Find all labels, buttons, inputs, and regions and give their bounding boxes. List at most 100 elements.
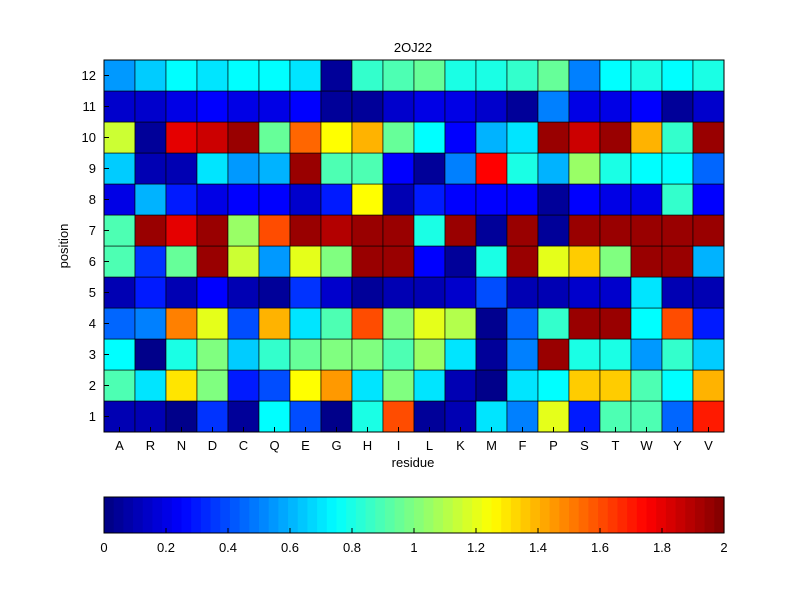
- heatmap-cell: [289, 338, 322, 371]
- heatmap-cell: [289, 214, 322, 247]
- heatmap-cell: [630, 121, 663, 154]
- heatmap-cell: [382, 245, 415, 278]
- x-tick-label: F: [519, 438, 527, 453]
- colorbar-segment: [384, 497, 396, 533]
- heatmap-cell: [661, 59, 694, 92]
- heatmap-cell: [537, 59, 570, 92]
- colorbar-segment: [549, 497, 560, 533]
- heatmap-cell: [382, 152, 415, 185]
- heatmap-cell: [258, 338, 291, 371]
- heatmap-cell: [103, 369, 136, 402]
- heatmap-cell: [134, 59, 167, 92]
- heatmap-cell: [289, 183, 322, 216]
- heatmap-cell: [568, 276, 601, 309]
- heatmap-cell: [413, 307, 446, 340]
- heatmap-cell: [289, 90, 322, 123]
- heatmap-cell: [382, 121, 415, 154]
- heatmap-cell: [196, 245, 229, 278]
- x-tick-label: D: [208, 438, 217, 453]
- heatmap-cell: [103, 183, 136, 216]
- heatmap-cell: [568, 183, 601, 216]
- colorbar-tick-label: 0.4: [219, 540, 237, 555]
- heatmap-cell: [289, 307, 322, 340]
- heatmap-cell: [506, 121, 539, 154]
- heatmap-cell: [661, 276, 694, 309]
- heatmap-cell: [661, 400, 694, 433]
- colorbar-segment: [268, 497, 279, 533]
- colorbar-segment: [171, 497, 183, 533]
- heatmap-cell: [165, 121, 198, 154]
- heatmap-cell: [413, 121, 446, 154]
- heatmap-cell: [568, 369, 601, 402]
- x-tick-label: V: [704, 438, 713, 453]
- heatmap-cell: [289, 121, 322, 154]
- heatmap-cell: [506, 276, 539, 309]
- colorbar-segment: [220, 497, 231, 533]
- colorbar-segment: [704, 497, 715, 533]
- y-tick-label: 10: [82, 130, 96, 145]
- x-axis-label: residue: [392, 455, 435, 470]
- heatmap-cell: [382, 369, 415, 402]
- heatmap-cell: [661, 245, 694, 278]
- colorbar-segment: [675, 497, 686, 533]
- heatmap-cell: [537, 338, 570, 371]
- heatmap-cell: [661, 369, 694, 402]
- heatmap-cell: [320, 307, 353, 340]
- heatmap-cell: [599, 183, 632, 216]
- heatmap-cell: [165, 59, 198, 92]
- colorbar-segment: [288, 497, 299, 533]
- heatmap-cell: [630, 59, 663, 92]
- heatmap-cell: [568, 338, 601, 371]
- heatmap-cell: [630, 245, 663, 278]
- colorbar-segment: [191, 497, 202, 533]
- colorbar-segment: [355, 497, 367, 533]
- heatmap-cell: [382, 307, 415, 340]
- heatmap-cell: [134, 338, 167, 371]
- colorbar-tick-label: 1: [410, 540, 417, 555]
- colorbar-segment: [578, 497, 589, 533]
- heatmap-cell: [444, 245, 477, 278]
- colorbar-segment: [433, 497, 444, 533]
- heatmap-cell: [134, 152, 167, 185]
- heatmap-cell: [351, 307, 384, 340]
- heatmap-cell: [413, 59, 446, 92]
- heatmap-cell: [537, 214, 570, 247]
- heatmap-cell: [196, 121, 229, 154]
- heatmap-cell: [599, 152, 632, 185]
- heatmap-cell: [630, 338, 663, 371]
- colorbar-tick-label: 0.2: [157, 540, 175, 555]
- heatmap-cell: [692, 90, 725, 123]
- heatmap-cell: [630, 152, 663, 185]
- colorbar-segment: [297, 497, 309, 533]
- heatmap-cell: [320, 245, 353, 278]
- x-tick-label: M: [486, 438, 497, 453]
- heatmap-cell: [413, 369, 446, 402]
- heatmap-cell: [661, 183, 694, 216]
- heatmap-cell: [599, 369, 632, 402]
- heatmap-cell: [227, 307, 260, 340]
- y-tick-label: 6: [89, 254, 96, 269]
- heatmap-cell: [599, 214, 632, 247]
- heatmap-cell: [165, 90, 198, 123]
- heatmap-cell: [134, 90, 167, 123]
- heatmap-cell: [413, 152, 446, 185]
- heatmap-cell: [351, 369, 384, 402]
- colorbar-segment: [443, 497, 454, 533]
- y-tick-label: 12: [82, 68, 96, 83]
- colorbar-tick-label: 1.4: [529, 540, 547, 555]
- heatmap-cell: [475, 59, 508, 92]
- heatmap-cell: [227, 214, 260, 247]
- heatmap-cell: [475, 183, 508, 216]
- colorbar-segment: [317, 497, 328, 533]
- heatmap-cell: [382, 400, 415, 433]
- colorbar-ticks: 0 0.2 0.4 0.6 0.8 1 1.2 1.4 1.6 1.8 2: [100, 528, 728, 555]
- heatmap-cell: [320, 121, 353, 154]
- heatmap-cell: [320, 59, 353, 92]
- heatmap-cell: [196, 90, 229, 123]
- heatmap-cell: [382, 338, 415, 371]
- heatmap-cell: [568, 121, 601, 154]
- colorbar-segment: [181, 497, 192, 533]
- colorbar-tick-label: 0.8: [343, 540, 361, 555]
